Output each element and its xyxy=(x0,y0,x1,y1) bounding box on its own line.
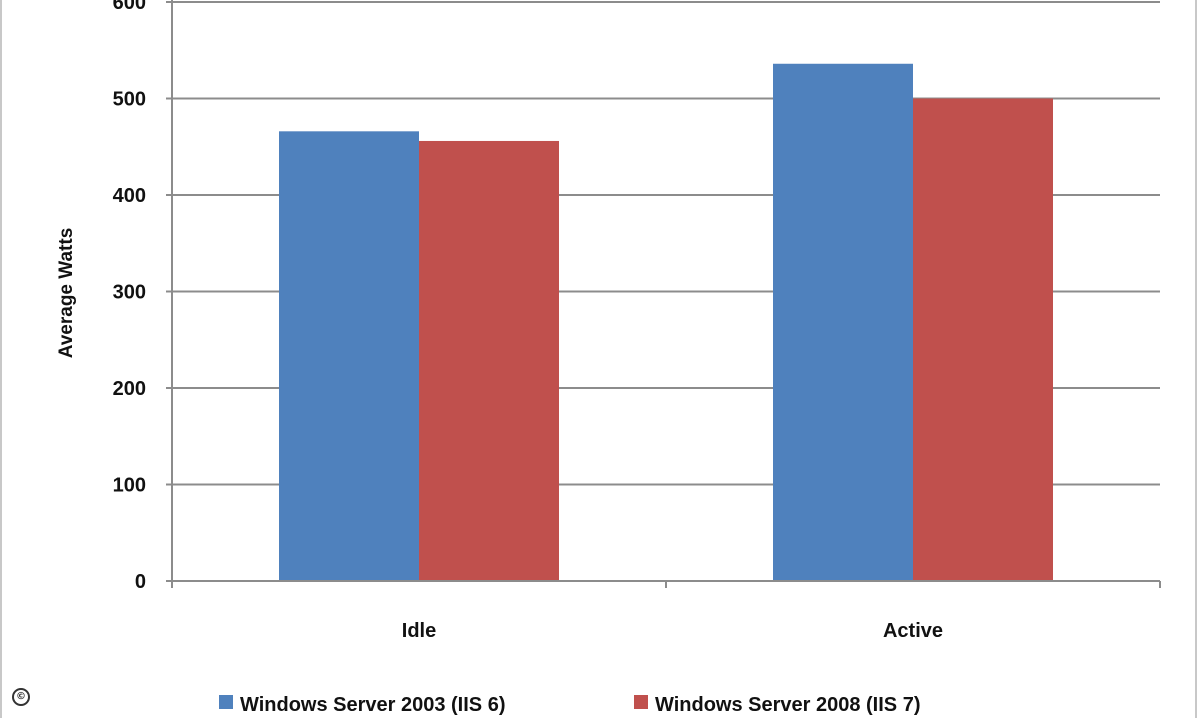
y-tick-label: 300 xyxy=(113,282,146,304)
x-tick-labels: Idle Active xyxy=(402,620,943,642)
bars xyxy=(279,63,1053,581)
y-tick-label: 500 xyxy=(113,89,146,111)
y-tick-label: 600 xyxy=(113,0,146,14)
x-tick-label: Active xyxy=(883,620,943,642)
legend-swatch xyxy=(634,695,648,709)
legend: Windows Server 2003 (IIS 6) Windows Serve… xyxy=(219,694,920,716)
legend-label: Windows Server 2003 (IIS 6) xyxy=(240,694,505,716)
bar-active-series-2 xyxy=(913,98,1053,581)
y-tick-label: 200 xyxy=(113,378,146,400)
y-tick-label: 100 xyxy=(113,475,146,497)
bar-active-series-1 xyxy=(773,63,913,581)
x-tick-label: Idle xyxy=(402,620,436,642)
y-tick-label: 0 xyxy=(135,571,146,593)
bar-idle-series-2 xyxy=(419,140,559,581)
y-axis-label: Average Watts xyxy=(56,228,77,359)
legend-label: Windows Server 2008 (IIS 7) xyxy=(655,694,920,716)
legend-swatch xyxy=(219,695,233,709)
bar-idle-series-1 xyxy=(279,131,419,581)
axes xyxy=(171,0,1161,588)
copyright-icon: © xyxy=(12,688,30,706)
y-tick-labels: 0 100 200 300 400 500 600 xyxy=(113,0,146,593)
y-tick-label: 400 xyxy=(113,185,146,207)
